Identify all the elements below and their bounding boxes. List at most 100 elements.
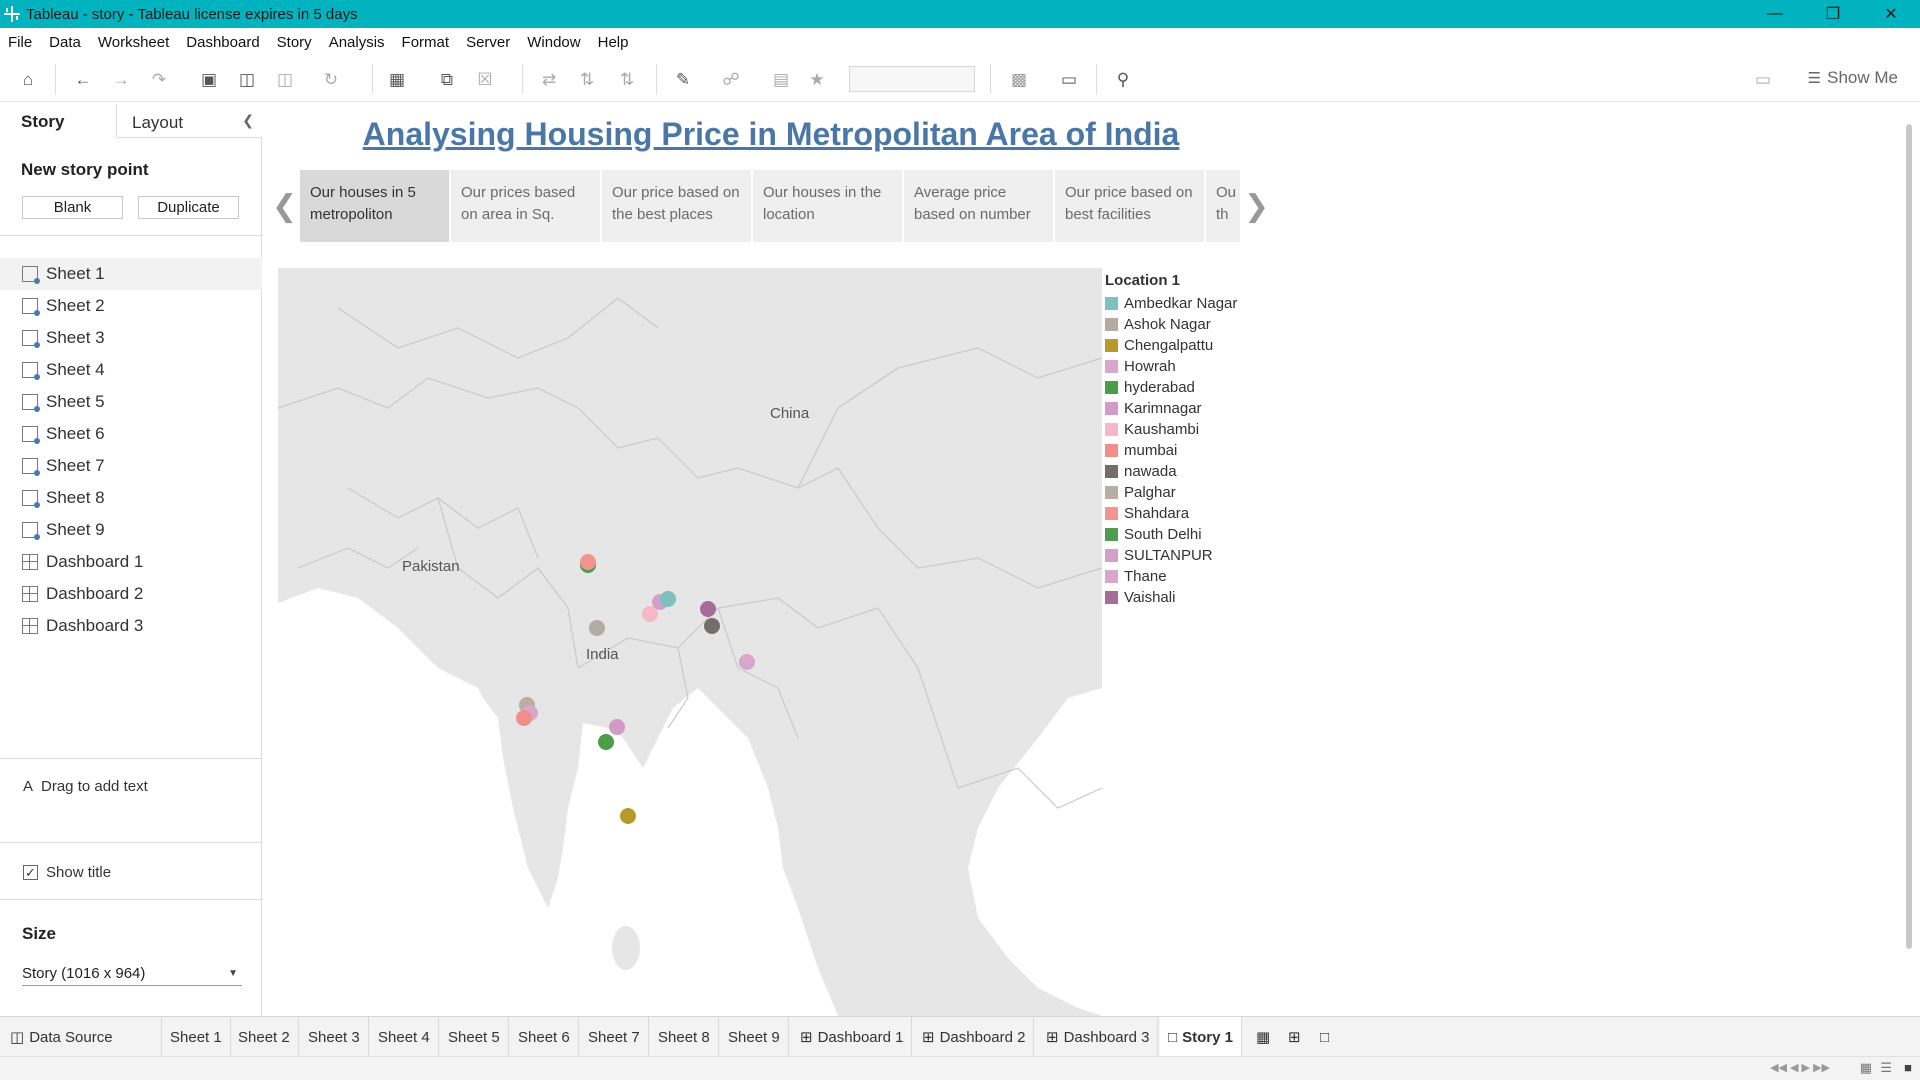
- menu-file[interactable]: File: [8, 33, 33, 51]
- sheet-item-1[interactable]: Sheet 1: [0, 258, 262, 290]
- fit-dropdown[interactable]: [849, 66, 975, 92]
- vertical-scrollbar[interactable]: [1906, 124, 1912, 949]
- legend-item[interactable]: nawada: [1105, 461, 1275, 482]
- legend-item[interactable]: Chengalpattu: [1105, 335, 1275, 356]
- legend-item[interactable]: SULTANPUR: [1105, 545, 1275, 566]
- story-point-1[interactable]: Our houses in 5 metropoliton: [300, 170, 449, 242]
- sheet-item-7[interactable]: Sheet 7: [0, 450, 262, 482]
- tab-data-source[interactable]: ◫ Data Source: [2, 1017, 162, 1057]
- sort-ascending-icon[interactable]: ⇅: [579, 70, 595, 89]
- show-me-button[interactable]: ☰ Show Me: [1808, 68, 1898, 88]
- cards-icon[interactable]: ▩: [1010, 70, 1028, 89]
- menu-format[interactable]: Format: [401, 33, 450, 51]
- next-story-point-icon[interactable]: ❯: [1244, 190, 1270, 223]
- tab-sheet-9[interactable]: Sheet 9: [720, 1017, 789, 1057]
- sheet-item-5[interactable]: Sheet 5: [0, 386, 262, 418]
- menu-analysis[interactable]: Analysis: [328, 33, 385, 51]
- map-mark-vaishali[interactable]: [700, 601, 716, 617]
- menu-server[interactable]: Server: [466, 33, 511, 51]
- map-mark-howrah[interactable]: [739, 654, 755, 670]
- map-mark-ashok-nagar[interactable]: [589, 620, 605, 636]
- tab-sheet-1[interactable]: Sheet 1: [162, 1017, 231, 1057]
- previous-story-point-icon[interactable]: ❮: [272, 190, 298, 223]
- restore-icon[interactable]: ❐: [1825, 6, 1841, 23]
- show-mark-labels-icon[interactable]: ▤: [772, 70, 790, 89]
- undo-icon[interactable]: ←: [74, 70, 92, 89]
- legend-item[interactable]: Ambedkar Nagar: [1105, 293, 1275, 314]
- sheet-item-9[interactable]: Sheet 9: [0, 514, 262, 546]
- status-nav-icons[interactable]: ◀◀ ◀ ▶ ▶▶: [1770, 1062, 1830, 1074]
- collapse-pane-icon[interactable]: ❮: [242, 112, 254, 128]
- story-point-6[interactable]: Our price based on best facilities: [1055, 170, 1204, 242]
- sheet-item-4[interactable]: Sheet 4: [0, 354, 262, 386]
- tab-story-1[interactable]: □ Story 1: [1160, 1017, 1242, 1057]
- tab-layout[interactable]: Layout ❮: [118, 104, 262, 138]
- new-data-source-icon[interactable]: ◫: [238, 70, 256, 89]
- tab-dashboard-3[interactable]: ⊞ Dashboard 3: [1038, 1017, 1159, 1057]
- blank-button[interactable]: Blank: [22, 196, 123, 219]
- tab-sheet-4[interactable]: Sheet 4: [370, 1017, 439, 1057]
- highlight-icon[interactable]: ✎: [675, 70, 691, 89]
- sheet-item-6[interactable]: Sheet 6: [0, 418, 262, 450]
- map-mark-shahdara[interactable]: [580, 554, 596, 570]
- map-mark-kaushambi[interactable]: [642, 606, 658, 622]
- menu-worksheet[interactable]: Worksheet: [97, 33, 170, 51]
- presentation-icon[interactable]: ▭: [1754, 70, 1772, 89]
- legend-item[interactable]: Shahdara: [1105, 503, 1275, 524]
- tab-dashboard-2[interactable]: ⊞ Dashboard 2: [914, 1017, 1035, 1057]
- menu-window[interactable]: Window: [527, 33, 581, 51]
- story-point-7[interactable]: Ou th: [1206, 170, 1240, 242]
- map-mark-nawada[interactable]: [704, 618, 720, 634]
- legend-item[interactable]: Karimnagar: [1105, 398, 1275, 419]
- story-point-3[interactable]: Our price based on the best places: [602, 170, 751, 242]
- save-icon[interactable]: ▣: [200, 70, 218, 89]
- duplicate-button[interactable]: Duplicate: [138, 196, 239, 219]
- story-point-2[interactable]: Our prices based on area in Sq.: [451, 170, 600, 242]
- dashboard-item-3[interactable]: Dashboard 3: [0, 610, 262, 642]
- close-icon[interactable]: ✕: [1884, 6, 1898, 23]
- legend-item[interactable]: Howrah: [1105, 356, 1275, 377]
- tab-sheet-5[interactable]: Sheet 5: [440, 1017, 509, 1057]
- home-icon[interactable]: ⌂: [22, 70, 34, 89]
- map-mark-karimnagar[interactable]: [609, 719, 625, 735]
- fix-axes-icon[interactable]: ★: [809, 70, 825, 89]
- tab-sheet-6[interactable]: Sheet 6: [510, 1017, 579, 1057]
- legend-item[interactable]: Thane: [1105, 566, 1275, 587]
- refresh-icon[interactable]: ↻: [323, 70, 339, 89]
- presentation-mode-icon[interactable]: ▭: [1060, 70, 1078, 89]
- minimize-icon[interactable]: —: [1767, 5, 1783, 22]
- legend-item[interactable]: Palghar: [1105, 482, 1275, 503]
- dashboard-item-2[interactable]: Dashboard 2: [0, 578, 262, 610]
- pause-updates-icon[interactable]: ◫: [276, 70, 294, 89]
- menu-data[interactable]: Data: [49, 33, 81, 51]
- tab-sheet-8[interactable]: Sheet 8: [650, 1017, 719, 1057]
- menu-help[interactable]: Help: [597, 33, 629, 51]
- sort-descending-icon[interactable]: ⇅: [619, 70, 635, 89]
- tab-dashboard-1[interactable]: ⊞ Dashboard 1: [792, 1017, 913, 1057]
- swap-rows-columns-icon[interactable]: ⇄: [541, 70, 557, 89]
- map-view[interactable]: China Pakistan India: [278, 268, 1102, 1016]
- drag-to-add-text[interactable]: A Drag to add text: [23, 778, 148, 795]
- sheet-item-3[interactable]: Sheet 3: [0, 322, 262, 354]
- clear-sheet-icon[interactable]: ☒: [477, 70, 493, 89]
- redo-icon[interactable]: →: [112, 70, 130, 89]
- map-mark-chengalpattu[interactable]: [620, 808, 636, 824]
- menu-dashboard[interactable]: Dashboard: [186, 33, 260, 51]
- new-worksheet-tab-icon[interactable]: ▦: [1256, 1029, 1271, 1046]
- share-icon[interactable]: ⚲: [1116, 70, 1130, 89]
- menu-story[interactable]: Story: [276, 33, 312, 51]
- map-mark-ambedkar-nagar[interactable]: [660, 591, 676, 607]
- legend-item[interactable]: Vaishali: [1105, 587, 1275, 608]
- new-story-tab-icon[interactable]: □: [1320, 1028, 1330, 1046]
- legend-item[interactable]: South Delhi: [1105, 524, 1275, 545]
- size-select[interactable]: Story (1016 x 964) ▼: [22, 962, 242, 986]
- swap-icon[interactable]: ↷: [151, 70, 167, 89]
- tab-sheet-3[interactable]: Sheet 3: [300, 1017, 369, 1057]
- grid-view-icon[interactable]: ▦: [1859, 1060, 1872, 1075]
- tab-sheet-2[interactable]: Sheet 2: [230, 1017, 299, 1057]
- tab-story[interactable]: Story: [0, 104, 117, 138]
- dashboard-item-1[interactable]: Dashboard 1: [0, 546, 262, 578]
- map-mark-mumbai[interactable]: [516, 710, 532, 726]
- legend-item[interactable]: Kaushambi: [1105, 419, 1275, 440]
- tab-sheet-7[interactable]: Sheet 7: [580, 1017, 649, 1057]
